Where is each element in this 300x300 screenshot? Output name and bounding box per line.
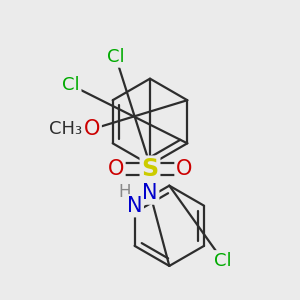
Text: S: S [141, 157, 159, 181]
Text: CH₃: CH₃ [49, 120, 82, 138]
Text: N: N [142, 183, 158, 203]
Text: Cl: Cl [214, 252, 232, 270]
Text: Cl: Cl [107, 48, 124, 66]
Text: Cl: Cl [62, 76, 80, 94]
Text: O: O [176, 159, 192, 179]
Text: O: O [108, 159, 124, 179]
Text: H: H [118, 183, 131, 201]
Text: N: N [127, 196, 142, 216]
Text: O: O [84, 119, 100, 139]
